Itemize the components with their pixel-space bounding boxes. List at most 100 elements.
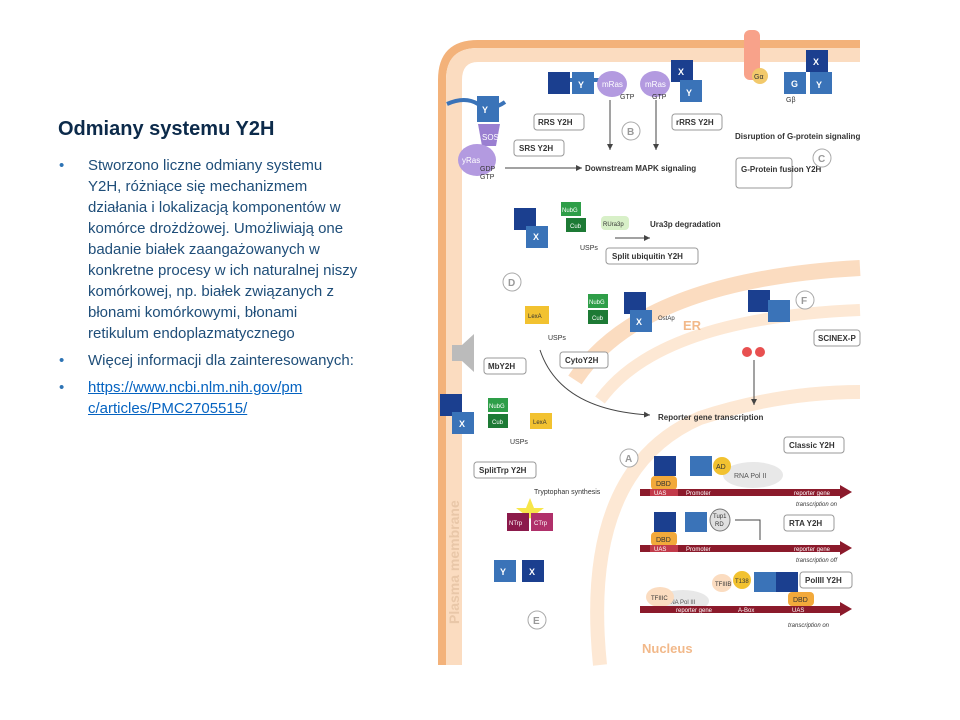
puzzle-piece-y <box>768 300 790 322</box>
mras-protein <box>597 71 627 97</box>
tx-on-label: transcription on <box>788 623 830 629</box>
panel-letter-c-text: C <box>818 154 825 165</box>
piece-label: Y <box>578 80 584 90</box>
panel-letter-a-text: A <box>625 454 632 465</box>
callout-scinex <box>813 329 861 347</box>
g-alpha <box>752 68 768 84</box>
callout-cyto-text: CytoY2H <box>565 356 599 365</box>
puzzle-piece-x <box>624 292 646 314</box>
callout-mby-text: MbY2H <box>488 362 515 371</box>
tup1-label: Tup1 <box>713 514 727 520</box>
piece-label: X <box>813 57 819 67</box>
callout-srs <box>513 139 565 157</box>
uas-element <box>650 545 678 552</box>
piece-label: Y <box>500 567 506 577</box>
tfiiib <box>712 574 732 592</box>
ad-label: AD <box>716 464 726 471</box>
panel-letter-c <box>812 148 832 168</box>
piece-label: X <box>678 67 684 77</box>
puzzle-piece-y <box>630 310 652 332</box>
rna-pol-ii <box>723 462 783 488</box>
lexa-vp16 <box>525 306 549 324</box>
uas-label: UAS <box>654 547 666 553</box>
nuclear-envelope <box>590 385 861 666</box>
reporter-gene-label: reporter gene <box>794 547 831 553</box>
mras-label: mRas <box>602 80 623 89</box>
reporter-arrow <box>539 349 651 418</box>
dbd <box>788 592 814 606</box>
speaker-icon[interactable] <box>452 334 474 372</box>
yras-label: yRas <box>462 156 480 165</box>
article-link[interactable]: https://www.ncbi.nlm.nih.gov/pm c/articl… <box>88 379 302 417</box>
callout-rrrs-text: rRRS Y2H <box>676 118 714 127</box>
tfiiic <box>646 587 674 607</box>
puzzle-piece-y <box>452 412 474 434</box>
g-beta-label: Gβ <box>786 97 795 104</box>
callout-classic-text: Classic Y2H <box>789 441 835 450</box>
puzzle-piece-x <box>522 560 544 582</box>
bullet-item: Więcej informacji dla zainteresowanych: <box>58 350 358 371</box>
bullet-list: Stworzono liczne odmiany systemu Y2H, ró… <box>58 155 358 425</box>
cub-fragment <box>566 218 586 232</box>
panel-letter-d-text: D <box>508 278 515 289</box>
nubg-fragment <box>488 398 508 412</box>
callout-rta-text: RTA Y2H <box>789 519 822 528</box>
tfiiib-label: TFIIIB <box>715 582 731 588</box>
panel-letter-b <box>621 121 641 141</box>
dna-strand <box>640 606 840 613</box>
dna-strand <box>640 489 840 496</box>
usps-label: USPs <box>548 335 566 342</box>
dna-strand <box>640 545 840 552</box>
cub-label: Cub <box>570 224 582 230</box>
ctrp-fragment <box>531 513 553 531</box>
puzzle-piece-y <box>685 512 707 532</box>
callout-pol3 <box>799 571 853 589</box>
puzzle-piece-y <box>810 72 832 94</box>
bullet-item: https://www.ncbi.nlm.nih.gov/pm c/articl… <box>58 377 358 419</box>
t138 <box>733 571 751 589</box>
puzzle-piece-x <box>548 72 570 94</box>
sos-protein <box>478 124 500 146</box>
ntrp-label: NTrp <box>509 521 523 527</box>
piece-label: X <box>636 317 642 327</box>
lexa-vp16 <box>530 413 552 429</box>
reporter-tx-label: Reporter gene transcription <box>658 413 763 422</box>
reporter-gene-label: reporter gene <box>676 608 713 614</box>
puzzle-piece-x <box>654 456 676 476</box>
plasma-membrane-label: Plasma membrane <box>446 500 462 624</box>
piece-label: X <box>459 419 465 429</box>
abox-label: A-Box <box>738 608 754 614</box>
panel-letter-e <box>527 610 547 630</box>
rna-pol-ii-label: RNA Pol II <box>734 473 766 480</box>
callout-classic <box>783 436 845 454</box>
uas-label: UAS <box>654 491 666 497</box>
callout-srs-text: SRS Y2H <box>519 144 553 153</box>
nubg-label: NubG <box>589 300 605 306</box>
yras-protein <box>458 144 496 176</box>
callout-rrrs <box>671 113 723 131</box>
panel-letter-b-text: B <box>627 127 634 138</box>
piece-label: G <box>791 79 798 89</box>
nubg-fragment <box>588 294 608 308</box>
dbd <box>651 532 677 546</box>
rd-label: RD <box>715 522 724 528</box>
er-label: ER <box>683 318 702 333</box>
puzzle-piece-y <box>572 72 594 94</box>
ctrp-label: CTrp <box>534 521 548 527</box>
puzzle-piece-x <box>671 60 693 82</box>
er-reporter-dot <box>755 347 765 357</box>
rna-pol-iii-label: RNA Pol III <box>666 600 696 606</box>
rura3p-reporter <box>601 216 629 230</box>
uas-element <box>650 489 678 496</box>
link-line: c/articles/PMC2705515/ <box>88 400 248 417</box>
cub-fragment <box>488 414 508 428</box>
puzzle-piece-x <box>806 50 828 72</box>
cub-fragment <box>588 310 608 324</box>
tup1-rd <box>709 508 731 532</box>
usps-label: USPs <box>510 439 528 446</box>
gtp-label: GTP <box>480 174 495 181</box>
er-membrane-inner <box>595 304 861 404</box>
uas-label: UAS <box>792 608 804 614</box>
puzzle-piece-y <box>690 456 712 476</box>
